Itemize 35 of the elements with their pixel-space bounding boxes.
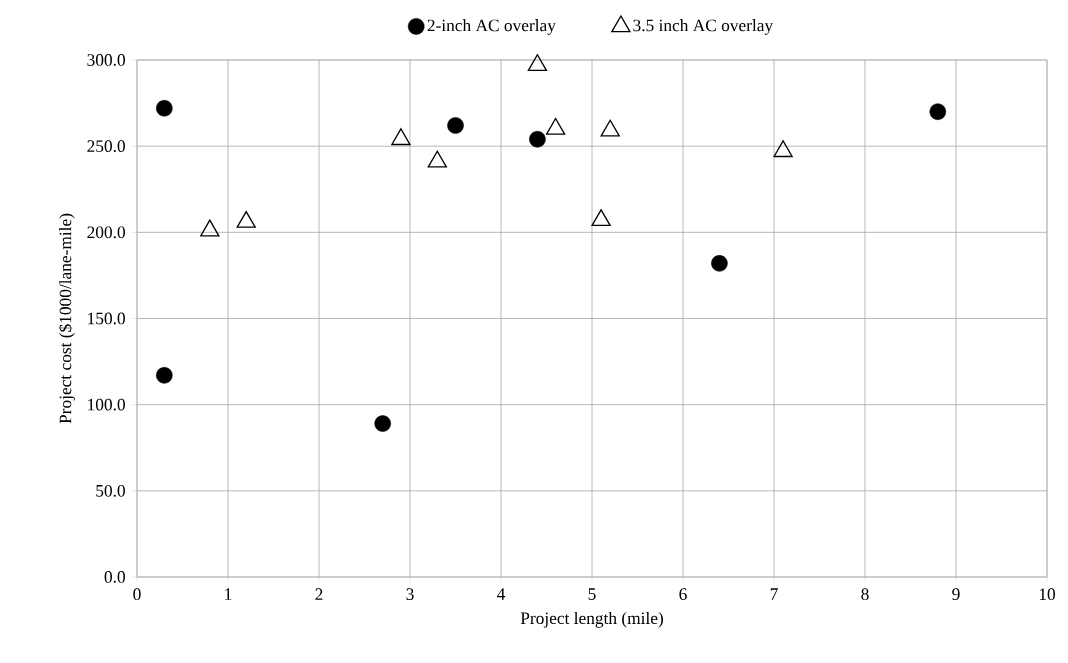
x-tick-label: 10 xyxy=(1039,588,1056,601)
point xyxy=(391,128,411,146)
x-tick-label: 2 xyxy=(315,588,323,600)
x-tick-label: 3 xyxy=(406,588,414,601)
x-tick-label: 8 xyxy=(861,588,869,601)
x-tick-label: 7 xyxy=(770,588,778,600)
point xyxy=(545,117,566,135)
point xyxy=(527,54,548,72)
y-tick-label: 50.0 xyxy=(96,484,125,497)
y-tick-label: 150.0 xyxy=(88,312,125,325)
point xyxy=(600,119,620,137)
y-tick-label: 250.0 xyxy=(87,140,125,153)
x-tick-label: 0 xyxy=(133,588,141,601)
x-tick-label: 9 xyxy=(952,588,960,601)
legend-label: 2-inch AC overlay xyxy=(427,19,556,35)
y-tick-label: 300.0 xyxy=(87,54,125,66)
y-axis-title: Project cost ($1000/lane-mile) xyxy=(58,213,75,424)
y-tick-label: 200.0 xyxy=(87,226,125,239)
x-tick-label: 1 xyxy=(225,588,232,600)
x-tick-label: 4 xyxy=(497,588,506,600)
point xyxy=(156,367,173,384)
x-axis-title: Project length (mile) xyxy=(520,611,663,628)
point xyxy=(200,219,220,237)
y-tick-label: 0.0 xyxy=(104,571,125,583)
point xyxy=(773,140,793,158)
point xyxy=(591,209,611,227)
legend-label: 3.5 inch AC overlay xyxy=(633,19,774,35)
point xyxy=(529,130,546,148)
point xyxy=(711,255,728,272)
point xyxy=(236,210,256,228)
x-tick-label: 5 xyxy=(588,588,596,600)
x-tick-label: 6 xyxy=(679,588,687,601)
point xyxy=(427,150,447,168)
point xyxy=(374,415,391,432)
y-tick-label: 100.0 xyxy=(88,398,125,411)
